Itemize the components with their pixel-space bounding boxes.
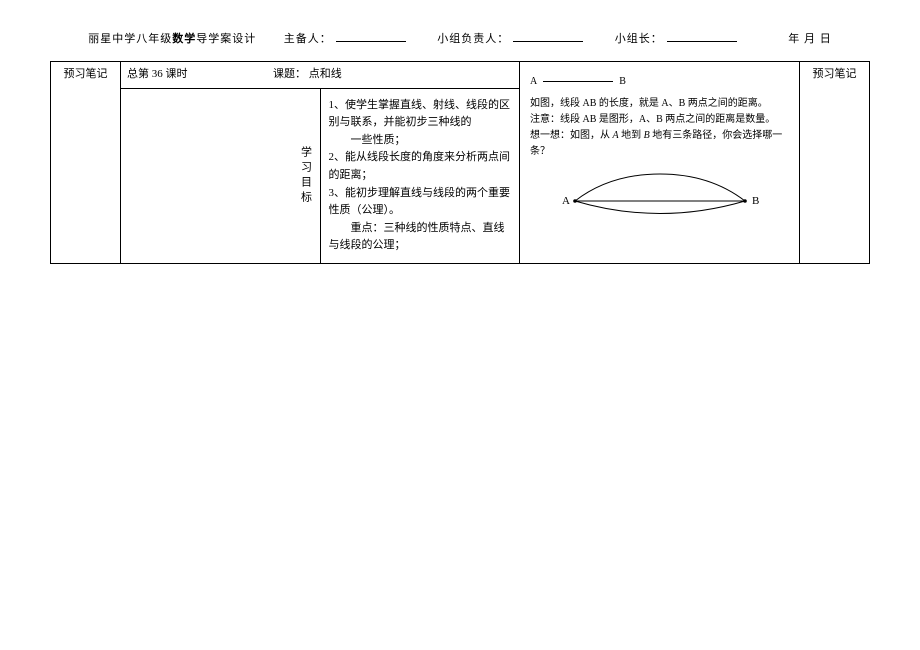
ab-segment-line — [543, 81, 613, 82]
design-text: 导学案设计 — [196, 33, 256, 45]
ab-segment-figure: AB — [530, 74, 789, 90]
paths-figure: A B — [540, 166, 780, 226]
svg-label-a: A — [562, 195, 570, 207]
path-bottom — [575, 201, 745, 214]
note-right-label: 预习笔记 — [806, 66, 863, 84]
label-b: B — [619, 76, 626, 87]
group-leader-label: 小组长： — [615, 33, 663, 45]
page-header: 丽星中学八年级数学导学案设计 主备人： 小组负责人： 小组长： 年 月 日 — [50, 30, 870, 46]
path-top — [575, 174, 745, 201]
lesson-no: 总第 36 课时 — [127, 68, 188, 80]
think-text: 想一想：如图，从 A 地到 B 地有三条路径，你会选择哪一条？ — [530, 128, 789, 160]
goal-content-cell: 1、使学生掌握直线、射线、线段的区别与联系，并能初步三种线的 一些性质； 2、能… — [320, 88, 520, 263]
teacher-blank — [336, 41, 406, 42]
teacher-label: 主备人： — [284, 33, 332, 45]
note-right-cell: 预习笔记 — [800, 62, 870, 264]
note-left-cell: 预习笔记 — [51, 62, 121, 264]
note-left-label: 预习笔记 — [57, 66, 114, 84]
goal-label-cell: 学习目标 — [121, 88, 321, 263]
diagram-text-1: 如图，线段 AB 的长度，就是 A、B 两点之间的距离。 — [530, 96, 789, 112]
date-label: 年 月 日 — [788, 33, 832, 45]
diagram-cell: AB 如图，线段 AB 的长度，就是 A、B 两点之间的距离。 注意：线段 AB… — [520, 62, 800, 264]
diagram-text-2: 注意：线段 AB 是图形，A、B 两点之间的距离是数量。 — [530, 112, 789, 128]
point-a — [573, 199, 577, 203]
lesson-title: 点和线 — [309, 68, 342, 80]
goal-3: 3、能初步理解直线与线段的两个重要性质（公理）。 — [329, 185, 512, 220]
group-leader-blank — [667, 41, 737, 42]
leader-blank — [513, 41, 583, 42]
svg-label-b: B — [752, 195, 759, 207]
subject-bold: 数学 — [172, 33, 196, 45]
lesson-header-row: 预习笔记 总第 36 课时 课题： 点和线 AB 如图，线段 AB 的长度，就是… — [51, 62, 870, 89]
lesson-title-cell: 总第 36 课时 课题： 点和线 — [121, 62, 520, 89]
lesson-title-label: 课题： — [273, 68, 306, 80]
leader-label: 小组负责人： — [437, 33, 509, 45]
goal-focus: 重点：三种线的性质特点、直线与线段的公理； — [329, 220, 512, 255]
goal-1b: 一些性质； — [329, 132, 512, 150]
label-a: A — [530, 76, 537, 87]
point-b — [743, 199, 747, 203]
goal-1: 1、使学生掌握直线、射线、线段的区别与联系，并能初步三种线的 — [329, 97, 512, 132]
goal-2: 2、能从线段长度的角度来分析两点间的距离； — [329, 149, 512, 184]
school-name: 丽星中学八年级 — [88, 33, 172, 45]
lesson-table: 预习笔记 总第 36 课时 课题： 点和线 AB 如图，线段 AB 的长度，就是… — [50, 61, 870, 264]
